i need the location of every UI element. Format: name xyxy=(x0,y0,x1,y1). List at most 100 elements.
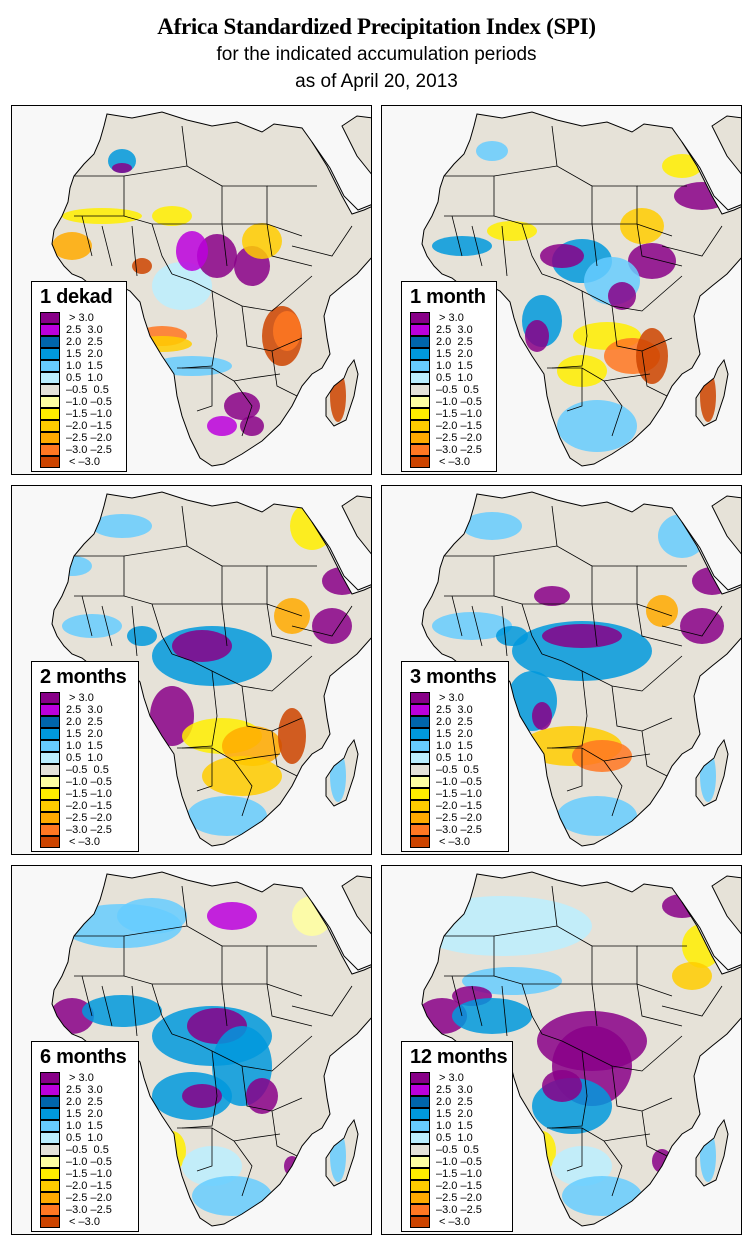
country-border xyxy=(233,760,253,817)
country-border xyxy=(181,670,218,749)
country-border xyxy=(636,983,683,1027)
legend-swatch xyxy=(40,835,60,848)
legend-swatch xyxy=(40,1215,60,1228)
country-border xyxy=(471,225,483,267)
legend-label: –0.5 0.5 xyxy=(436,764,479,776)
country-border xyxy=(74,175,125,217)
spi-region xyxy=(496,626,528,646)
map-panel-1-month: 1 month > 3.0 2.5 3.0 2.0 2.5 1.5 2.0 1.0 1.… xyxy=(381,105,742,475)
spi-region xyxy=(682,924,722,968)
legend-swatch xyxy=(40,1143,60,1156)
legend-swatch xyxy=(40,1191,60,1204)
legend-item: 2.0 2.5 xyxy=(40,335,120,348)
legend-swatch xyxy=(410,1083,430,1096)
spi-region xyxy=(176,231,208,271)
country-border xyxy=(181,125,188,167)
legend-label: –2.0 –1.5 xyxy=(436,420,482,432)
spi-region xyxy=(82,995,162,1027)
legend-label: 2.0 2.5 xyxy=(436,1096,473,1108)
country-border xyxy=(171,653,313,692)
spi-region xyxy=(52,556,92,576)
legend-label: –1.0 –0.5 xyxy=(436,396,482,408)
legend-item: < –3.0 xyxy=(410,835,502,848)
country-border xyxy=(101,985,113,1027)
spi-region xyxy=(172,630,232,662)
legend-item: –1.5 –1.0 xyxy=(40,407,120,420)
legend: 3 months > 3.0 2.5 3.0 2.0 2.5 1.5 2.0 1.0 1… xyxy=(401,661,509,852)
legend-swatch xyxy=(410,1203,430,1216)
legend-item: –3.0 –2.5 xyxy=(40,1203,132,1216)
legend-label: 1.0 1.5 xyxy=(436,740,473,752)
coastline xyxy=(421,111,741,467)
legend-item: > 3.0 xyxy=(40,311,120,324)
legend-label: 0.5 1.0 xyxy=(66,372,103,384)
legend-item: –1.5 –1.0 xyxy=(410,407,490,420)
spi-region xyxy=(422,896,592,956)
legend-item: > 3.0 xyxy=(410,311,490,324)
legend-item: 0.5 1.0 xyxy=(410,1131,506,1144)
country-border xyxy=(101,605,113,647)
country-border xyxy=(291,605,353,637)
country-border xyxy=(444,935,495,977)
country-border xyxy=(501,225,508,277)
coastline xyxy=(421,491,741,847)
spi-region xyxy=(432,236,492,256)
legend-swatch xyxy=(40,383,60,396)
legend-item: 0.5 1.0 xyxy=(40,1131,132,1144)
legend-label: 0.5 1.0 xyxy=(66,752,103,764)
chart-subtitle: for the indicated accumulation periods xyxy=(216,44,537,65)
spi-anomaly-layer xyxy=(432,512,732,836)
legend-swatch xyxy=(410,1119,430,1132)
africa-map xyxy=(51,491,371,847)
legend-item: –3.0 –2.5 xyxy=(410,1203,506,1216)
legend-label: –1.5 –1.0 xyxy=(66,408,112,420)
country-border xyxy=(636,223,683,267)
legend-swatch xyxy=(40,1095,60,1108)
legend-item: < –3.0 xyxy=(40,455,120,468)
legend-label: –3.0 –2.5 xyxy=(66,444,112,456)
spi-region xyxy=(152,206,192,226)
legend-item: 1.0 1.5 xyxy=(410,359,490,372)
country-border xyxy=(451,975,463,1017)
legend-item: 2.0 2.5 xyxy=(40,715,132,728)
legend-label: 1.0 1.5 xyxy=(436,360,473,372)
legend-swatch xyxy=(410,395,430,408)
country-border xyxy=(444,555,495,597)
spi-region xyxy=(672,962,712,990)
country-border xyxy=(74,555,125,597)
legend-swatch xyxy=(40,1071,60,1084)
legend-swatch xyxy=(40,395,60,408)
spi-region xyxy=(152,262,212,310)
legend-label: –1.0 –0.5 xyxy=(66,776,112,788)
legend-item: –3.0 –2.5 xyxy=(40,823,132,836)
country-border xyxy=(493,925,593,984)
country-border xyxy=(591,983,598,1027)
spi-region xyxy=(534,586,570,606)
legend-item: < –3.0 xyxy=(40,1215,132,1228)
legend-label: –2.5 –2.0 xyxy=(66,812,112,824)
spi-region xyxy=(117,898,187,934)
spi-region xyxy=(628,243,676,279)
legend-label: 1.5 2.0 xyxy=(436,1108,473,1120)
legend-label: –2.5 –2.0 xyxy=(436,432,482,444)
legend-item: 1.0 1.5 xyxy=(410,1119,506,1132)
legend-item: 2.5 3.0 xyxy=(410,323,490,336)
legend-label: 1.5 2.0 xyxy=(66,728,103,740)
legend-item: > 3.0 xyxy=(410,691,502,704)
legend-label: –3.0 –2.5 xyxy=(436,444,482,456)
spi-region xyxy=(528,1131,556,1171)
coastline xyxy=(51,491,371,847)
map-panel-12-months: 12 months > 3.0 2.5 3.0 2.0 2.5 1.5 2.0 1.0 … xyxy=(381,865,742,1235)
legend-swatch xyxy=(410,1143,430,1156)
legend-label: –2.0 –1.5 xyxy=(436,1180,482,1192)
country-border xyxy=(196,1128,213,1172)
legend-item: 2.5 3.0 xyxy=(410,703,502,716)
legend-swatch xyxy=(410,347,430,360)
legend-swatch xyxy=(40,1107,60,1120)
country-border xyxy=(266,983,313,1027)
spi-region xyxy=(158,1131,186,1171)
legend-label: 1.5 2.0 xyxy=(436,348,473,360)
legend-item: –1.0 –0.5 xyxy=(40,395,120,408)
legend-swatch xyxy=(410,1155,430,1168)
legend: 12 months > 3.0 2.5 3.0 2.0 2.5 1.5 2.0 1.0 … xyxy=(401,1041,513,1232)
